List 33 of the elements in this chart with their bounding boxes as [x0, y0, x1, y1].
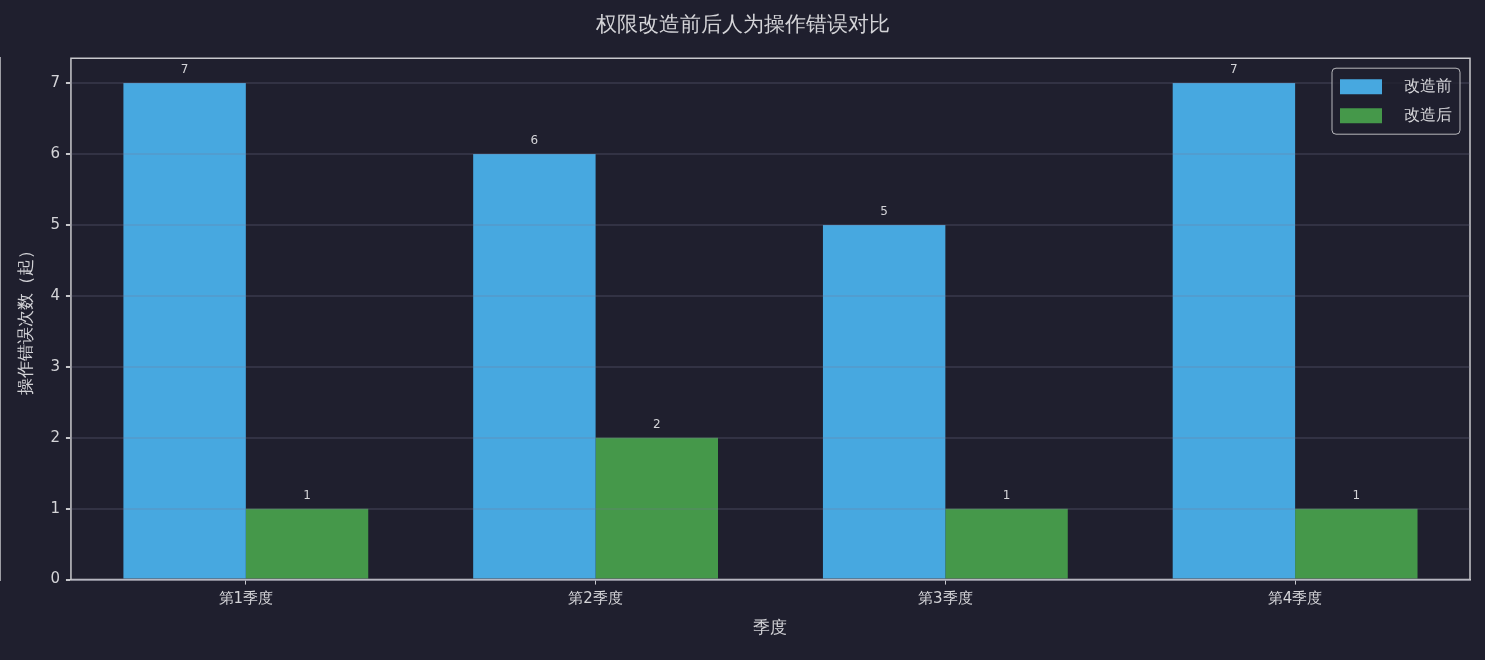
x-tick-label: 第4季度 — [1267, 589, 1323, 608]
bar — [245, 508, 369, 579]
x-tick-label: 第2季度 — [568, 589, 623, 608]
bar — [822, 224, 946, 579]
bar — [595, 437, 719, 579]
x-tick-label: 第3季度 — [918, 589, 973, 608]
y-axis-title: 操作错误次数（起） — [14, 242, 35, 396]
y-tick-label: 4 — [50, 285, 60, 304]
bar — [1172, 83, 1296, 579]
x-axis-title: 季度 — [753, 617, 788, 638]
y-tick-label: 6 — [50, 143, 60, 162]
y-tick-label: 3 — [50, 356, 60, 375]
data-label: 7 — [180, 62, 189, 77]
data-label: 1 — [1352, 487, 1361, 502]
y-tick-label: 1 — [50, 498, 60, 517]
x-tick-label: 第1季度 — [218, 589, 274, 608]
y-tick-label: 2 — [50, 427, 60, 446]
legend-label: 改造前 — [1404, 75, 1452, 95]
data-label: 7 — [1230, 62, 1238, 77]
data-label: 1 — [1002, 487, 1011, 502]
bar — [945, 508, 1068, 579]
chart-title: 权限改造前后人为操作错误对比 — [595, 12, 890, 37]
bar — [1295, 508, 1418, 579]
data-label: 6 — [530, 133, 539, 148]
y-tick-label: 0 — [50, 569, 60, 588]
bar — [123, 83, 246, 579]
data-label: 1 — [303, 487, 311, 502]
bar — [473, 153, 596, 579]
legend-label: 改造后 — [1404, 104, 1452, 124]
data-label: 5 — [880, 204, 888, 219]
y-tick-label: 5 — [50, 214, 60, 233]
data-label: 2 — [652, 416, 661, 431]
y-tick-label: 7 — [50, 72, 60, 91]
